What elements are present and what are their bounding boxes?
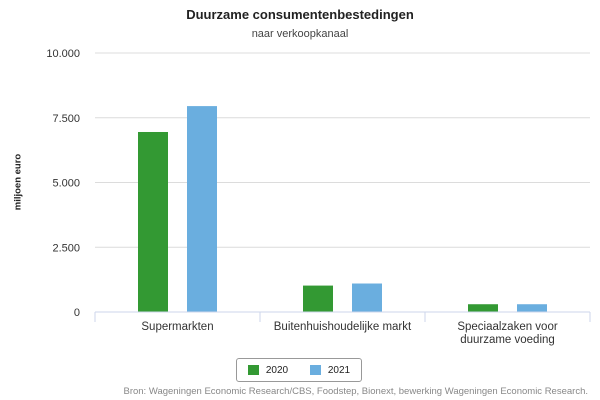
bar-2020[interactable] bbox=[303, 285, 333, 312]
x-axis-categories: Supermarkten Buitenhuishoudelijke markt Sp… bbox=[141, 321, 557, 346]
bar-2020[interactable] bbox=[138, 131, 168, 312]
bar-2020[interactable] bbox=[468, 304, 498, 312]
legend-label-2020: 2020 bbox=[265, 364, 289, 376]
legend: 2020 2021 bbox=[236, 358, 362, 382]
bar-2021[interactable] bbox=[352, 283, 382, 312]
bars bbox=[138, 106, 547, 312]
legend-swatch-2020 bbox=[247, 365, 259, 375]
bar-2021[interactable] bbox=[187, 106, 217, 312]
legend-item-2021[interactable]: 2021 bbox=[309, 364, 351, 376]
y-tick-label: 10.000 bbox=[46, 48, 80, 60]
y-axis-ticks: 0 2.500 5.000 7.500 10.000 bbox=[46, 48, 80, 319]
bar-2021[interactable] bbox=[517, 304, 547, 312]
x-axis bbox=[94, 311, 591, 322]
x-category-label: duurzame voeding bbox=[460, 334, 555, 346]
gridlines bbox=[95, 52, 590, 248]
legend-item-2020[interactable]: 2020 bbox=[247, 364, 289, 376]
y-tick-label: 2.500 bbox=[52, 242, 80, 254]
y-tick-label: 5.000 bbox=[52, 178, 80, 190]
source-note: Bron: Wageningen Economic Research/CBS, … bbox=[123, 386, 588, 397]
chart-subtitle: naar verkoopkanaal bbox=[251, 28, 349, 40]
legend-swatch-2021 bbox=[309, 365, 321, 375]
legend-label-2021: 2021 bbox=[327, 364, 351, 376]
chart-title: Duurzame consumentenbestedingen bbox=[186, 7, 414, 22]
x-category-label: Buitenhuishoudelijke markt bbox=[274, 321, 412, 333]
y-tick-label: 0 bbox=[74, 307, 80, 319]
y-axis-label: miljoen euro bbox=[12, 153, 24, 211]
x-category-label: Supermarkten bbox=[141, 321, 213, 333]
y-tick-label: 7.500 bbox=[52, 113, 80, 125]
x-category-label: Speciaalzaken voor bbox=[457, 321, 558, 333]
